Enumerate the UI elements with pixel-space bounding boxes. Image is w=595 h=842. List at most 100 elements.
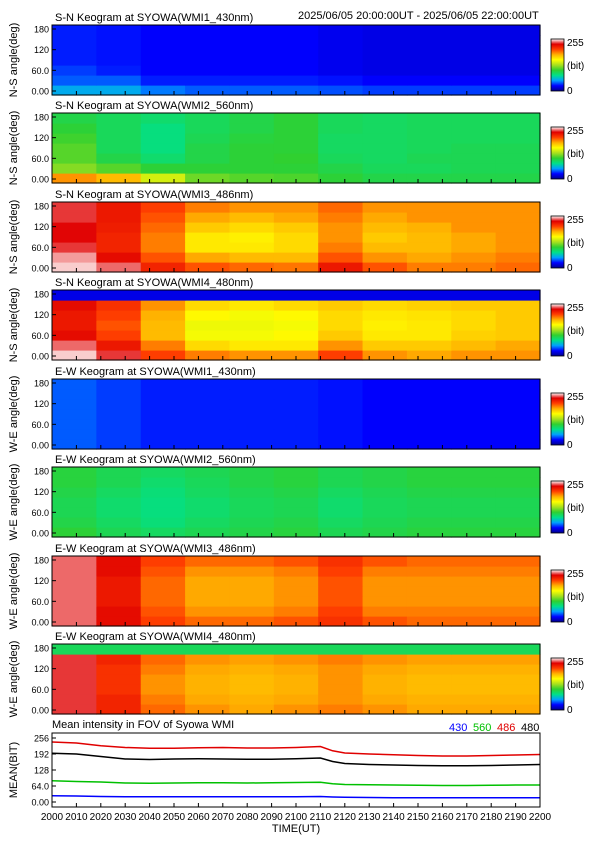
heatmap-cell [318, 153, 364, 164]
heatmap-cell [318, 487, 364, 498]
heatmap-cell [52, 477, 97, 488]
heatmap-cell [451, 527, 497, 538]
heatmap-cell [318, 310, 364, 321]
heatmap-cell [451, 429, 497, 440]
heatmap-cell [495, 576, 541, 587]
y-axis-label: MEAN(BIT) [8, 742, 20, 798]
heatmap-cell [185, 123, 231, 134]
heatmap-cell [96, 419, 142, 430]
heatmap-cell [495, 340, 541, 351]
heatmap-cell [451, 576, 497, 587]
heatmap-cell [406, 664, 452, 675]
heatmap-cell [96, 487, 142, 498]
heatmap-cell [406, 212, 452, 223]
heatmap-cell [406, 113, 452, 124]
heatmap-cell [140, 252, 186, 263]
heatmap-cell [362, 212, 408, 223]
heatmap-cell [273, 389, 319, 400]
heatmap-cell [140, 202, 186, 213]
y-tick-label: 120 [34, 487, 49, 497]
heatmap-cell [140, 163, 186, 174]
heatmap-cell [140, 439, 186, 450]
heatmap-cell [495, 113, 541, 124]
heatmap-cell [362, 232, 408, 243]
heatmap-cell [140, 704, 186, 715]
heatmap-cell [451, 419, 497, 430]
heatmap-cell [362, 25, 408, 36]
heatmap-cell [229, 684, 275, 695]
heatmap-cell [362, 467, 408, 478]
y-tick-label: 120 [34, 399, 49, 409]
y-tick-label: 120 [34, 576, 49, 586]
keogram-panels: S-N Keogram at SYOWA(WMI1_430nm) 180 120 60… [8, 12, 584, 717]
heatmap-cell [451, 35, 497, 46]
heatmap-cell [495, 644, 541, 655]
heatmap-cell [52, 262, 97, 273]
heatmap-cell [229, 300, 275, 311]
heatmap-cell [140, 556, 186, 567]
heatmap-cell [52, 143, 97, 154]
heatmap-cell [52, 654, 97, 665]
heatmap-cell [52, 586, 97, 597]
heatmap-cell [96, 527, 142, 538]
heatmap-cell [406, 379, 452, 390]
heatmap-cell [52, 644, 97, 655]
heatmap-cell [96, 133, 142, 144]
y-tick-label: 0.00 [31, 264, 49, 274]
heatmap-cell [318, 262, 364, 273]
heatmap-cell [96, 65, 142, 76]
heatmap-cell [229, 556, 275, 567]
heatmap-cell [495, 556, 541, 567]
heatmap-cell [185, 654, 231, 665]
y-tick-label: 180 [34, 290, 49, 300]
heatmap-cell [451, 644, 497, 655]
heatmap-cell [362, 143, 408, 154]
heatmap-cell [96, 45, 142, 56]
heatmap-cell [185, 35, 231, 46]
heatmap-cell [52, 330, 97, 341]
heatmap-cell [362, 85, 408, 96]
heatmap-cell [185, 576, 231, 587]
heatmap-cell [495, 290, 541, 301]
heatmap-cell [318, 45, 364, 56]
time-range-label: 2025/06/05 20:00:00UT - 2025/06/05 22:00… [298, 10, 539, 22]
heatmap-cell [451, 340, 497, 351]
heatmap-cell [185, 694, 231, 705]
heatmap-cell [185, 163, 231, 174]
heatmap-cell [52, 399, 97, 410]
heatmap-cell [406, 419, 452, 430]
colorbar-min-label: 0 [567, 440, 573, 451]
series-line-560 [51, 780, 540, 787]
heatmap-cell [495, 586, 541, 597]
heatmap-cell [140, 153, 186, 164]
heatmap-cell [96, 497, 142, 508]
heatmap-cell [495, 143, 541, 154]
heatmap-cell [495, 330, 541, 341]
heatmap-cell [273, 399, 319, 410]
heatmap-cell [273, 85, 319, 96]
x-tick-label: 2160 [431, 812, 454, 823]
heatmap-cell [495, 65, 541, 76]
heatmap-cell [229, 340, 275, 351]
heatmap-cell [185, 75, 231, 86]
heatmap-cell [362, 222, 408, 233]
heatmap-cell [185, 497, 231, 508]
heatmap-cell [362, 340, 408, 351]
heatmap-cell [96, 616, 142, 627]
heatmap-cell [406, 262, 452, 273]
heatmap-cell [140, 654, 186, 665]
heatmap-cell [273, 487, 319, 498]
heatmap-cell [96, 173, 142, 184]
heatmap-cell [495, 300, 541, 311]
heatmap-cell [362, 644, 408, 655]
heatmap-cell [52, 252, 97, 263]
heatmap-cell [229, 704, 275, 715]
heatmap-cell [185, 350, 231, 361]
x-tick-label: 2050 [163, 812, 186, 823]
heatmap-cell [362, 674, 408, 685]
heatmap-cell [96, 123, 142, 134]
heatmap-cell [140, 616, 186, 627]
heatmap-cell [229, 399, 275, 410]
heatmap-cell [451, 694, 497, 705]
heatmap-cell [185, 664, 231, 675]
